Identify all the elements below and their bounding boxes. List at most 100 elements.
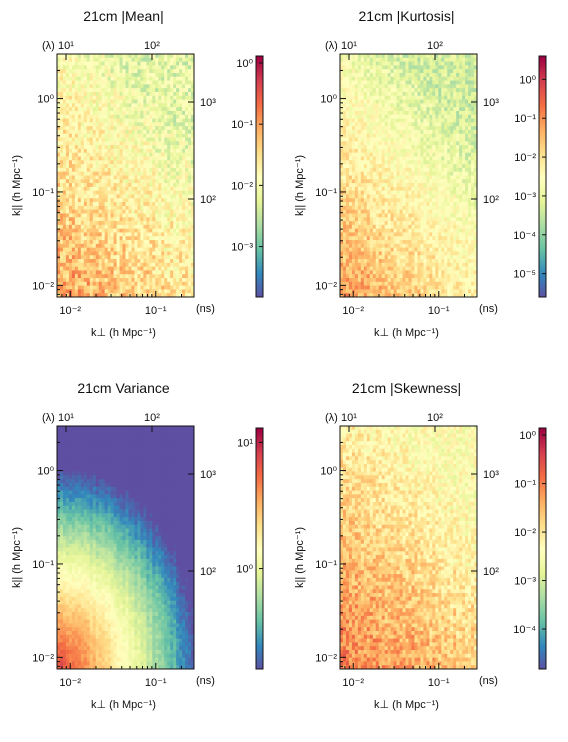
heatmap-cell (59, 156, 64, 161)
heatmap-cell (113, 91, 117, 97)
heatmap-cell (98, 110, 103, 116)
heatmap-cell (113, 289, 117, 294)
heatmap-cell (161, 209, 165, 214)
colorbar-step (256, 74, 263, 77)
heatmap-cell (387, 133, 392, 138)
heatmap-cell (342, 91, 347, 97)
heatmap-cell (62, 72, 67, 78)
heatmap-cell (185, 243, 189, 249)
heatmap-cell (86, 278, 91, 283)
heatmap-cell (134, 175, 138, 180)
heatmap-cell (89, 278, 94, 283)
heatmap-cell (438, 179, 442, 184)
heatmap-cell (340, 80, 344, 85)
heatmap-cell (420, 186, 424, 192)
heatmap-cell (131, 190, 135, 195)
heatmap-cell (414, 183, 418, 188)
heatmap-cell (95, 175, 100, 180)
heatmap-cell (432, 72, 436, 78)
heatmap-cell (191, 186, 195, 192)
heatmap-cell (161, 240, 165, 245)
heatmap-cell (149, 91, 153, 97)
heatmap-cell (119, 209, 123, 214)
heatmap-cell (369, 88, 374, 93)
heatmap-cell (363, 129, 368, 135)
heatmap-cell (113, 190, 117, 195)
heatmap-cell (161, 293, 165, 298)
heatmap-cell (89, 84, 94, 89)
heatmap-cell (86, 243, 91, 249)
heatmap-cell (390, 99, 395, 104)
heatmap-cell (83, 278, 88, 283)
heatmap-cell (465, 114, 469, 119)
heatmap-cell (149, 57, 153, 62)
heatmap-cell (57, 186, 61, 192)
heatmap-cell (98, 91, 103, 97)
heatmap-cell (369, 54, 374, 59)
heatmap-cell (402, 129, 406, 135)
heatmap-cell (140, 129, 144, 135)
heatmap-cell (134, 274, 138, 279)
heatmap-cell (390, 141, 395, 146)
heatmap-cell (342, 179, 347, 184)
heatmap-cell (360, 91, 365, 97)
heatmap-cell (146, 236, 150, 241)
heatmap-cell (122, 228, 126, 233)
heatmap-cell (77, 198, 82, 203)
heatmap-cell (116, 145, 120, 150)
heatmap-cell (92, 148, 97, 154)
heatmap-cell (137, 76, 141, 81)
heatmap-cell (155, 103, 159, 108)
heatmap-cell (405, 179, 409, 184)
heatmap-cell (125, 259, 129, 264)
heatmap-cell (95, 118, 100, 123)
heatmap-cell (444, 167, 448, 173)
heatmap-cell (396, 152, 400, 157)
heatmap-cell (80, 186, 85, 192)
heatmap-cell (173, 213, 177, 218)
heatmap-cell (116, 91, 120, 97)
heatmap-cell (149, 164, 153, 169)
heatmap-cell (188, 95, 192, 100)
heatmap-cell (92, 202, 97, 207)
heatmap-cell (146, 274, 150, 279)
heatmap-cell (474, 190, 478, 195)
heatmap-cell (414, 110, 418, 116)
heatmap-cell (122, 205, 126, 211)
heatmap-cell (375, 61, 380, 66)
heatmap-cell (62, 80, 67, 85)
heatmap-cell (399, 160, 403, 165)
heatmap-cell (393, 164, 397, 169)
heatmap-cell (182, 236, 186, 241)
heatmap-cell (340, 61, 344, 66)
heatmap-cell (101, 156, 106, 161)
heatmap-cell (447, 129, 451, 135)
heatmap-cell (408, 167, 412, 173)
heatmap-cell (113, 137, 117, 142)
heatmap-cell (89, 228, 94, 233)
heatmap-cell (65, 236, 70, 241)
heatmap-cell (369, 80, 374, 85)
heatmap-cell (402, 95, 406, 100)
heatmap-cell (465, 126, 469, 131)
colorbar-step (256, 210, 263, 214)
heatmap-cell (122, 76, 126, 81)
heatmap-cell (414, 65, 418, 70)
heatmap-cell (453, 91, 457, 97)
heatmap-cell (465, 171, 469, 176)
heatmap-cell (444, 91, 448, 97)
heatmap-cell (438, 88, 442, 93)
heatmap-cell (191, 129, 195, 135)
heatmap-cell (113, 84, 117, 89)
heatmap-cell (65, 118, 70, 123)
heatmap-cell (182, 122, 186, 127)
colorbar-step (256, 158, 263, 161)
heatmap-cell (164, 137, 168, 142)
heatmap-cell (378, 110, 383, 116)
heatmap-cell (384, 133, 389, 138)
heatmap-cell (110, 236, 114, 241)
heatmap-cell (59, 205, 64, 211)
heatmap-cell (155, 251, 159, 256)
heatmap-cell (101, 129, 106, 135)
heatmap-cell (191, 152, 195, 157)
